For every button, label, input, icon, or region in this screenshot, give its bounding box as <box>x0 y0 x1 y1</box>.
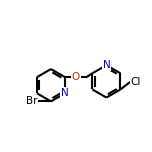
Text: O: O <box>72 72 80 82</box>
Text: N: N <box>61 88 69 98</box>
Text: N: N <box>102 60 110 70</box>
Text: Cl: Cl <box>130 77 141 87</box>
Text: Br: Br <box>26 96 37 106</box>
